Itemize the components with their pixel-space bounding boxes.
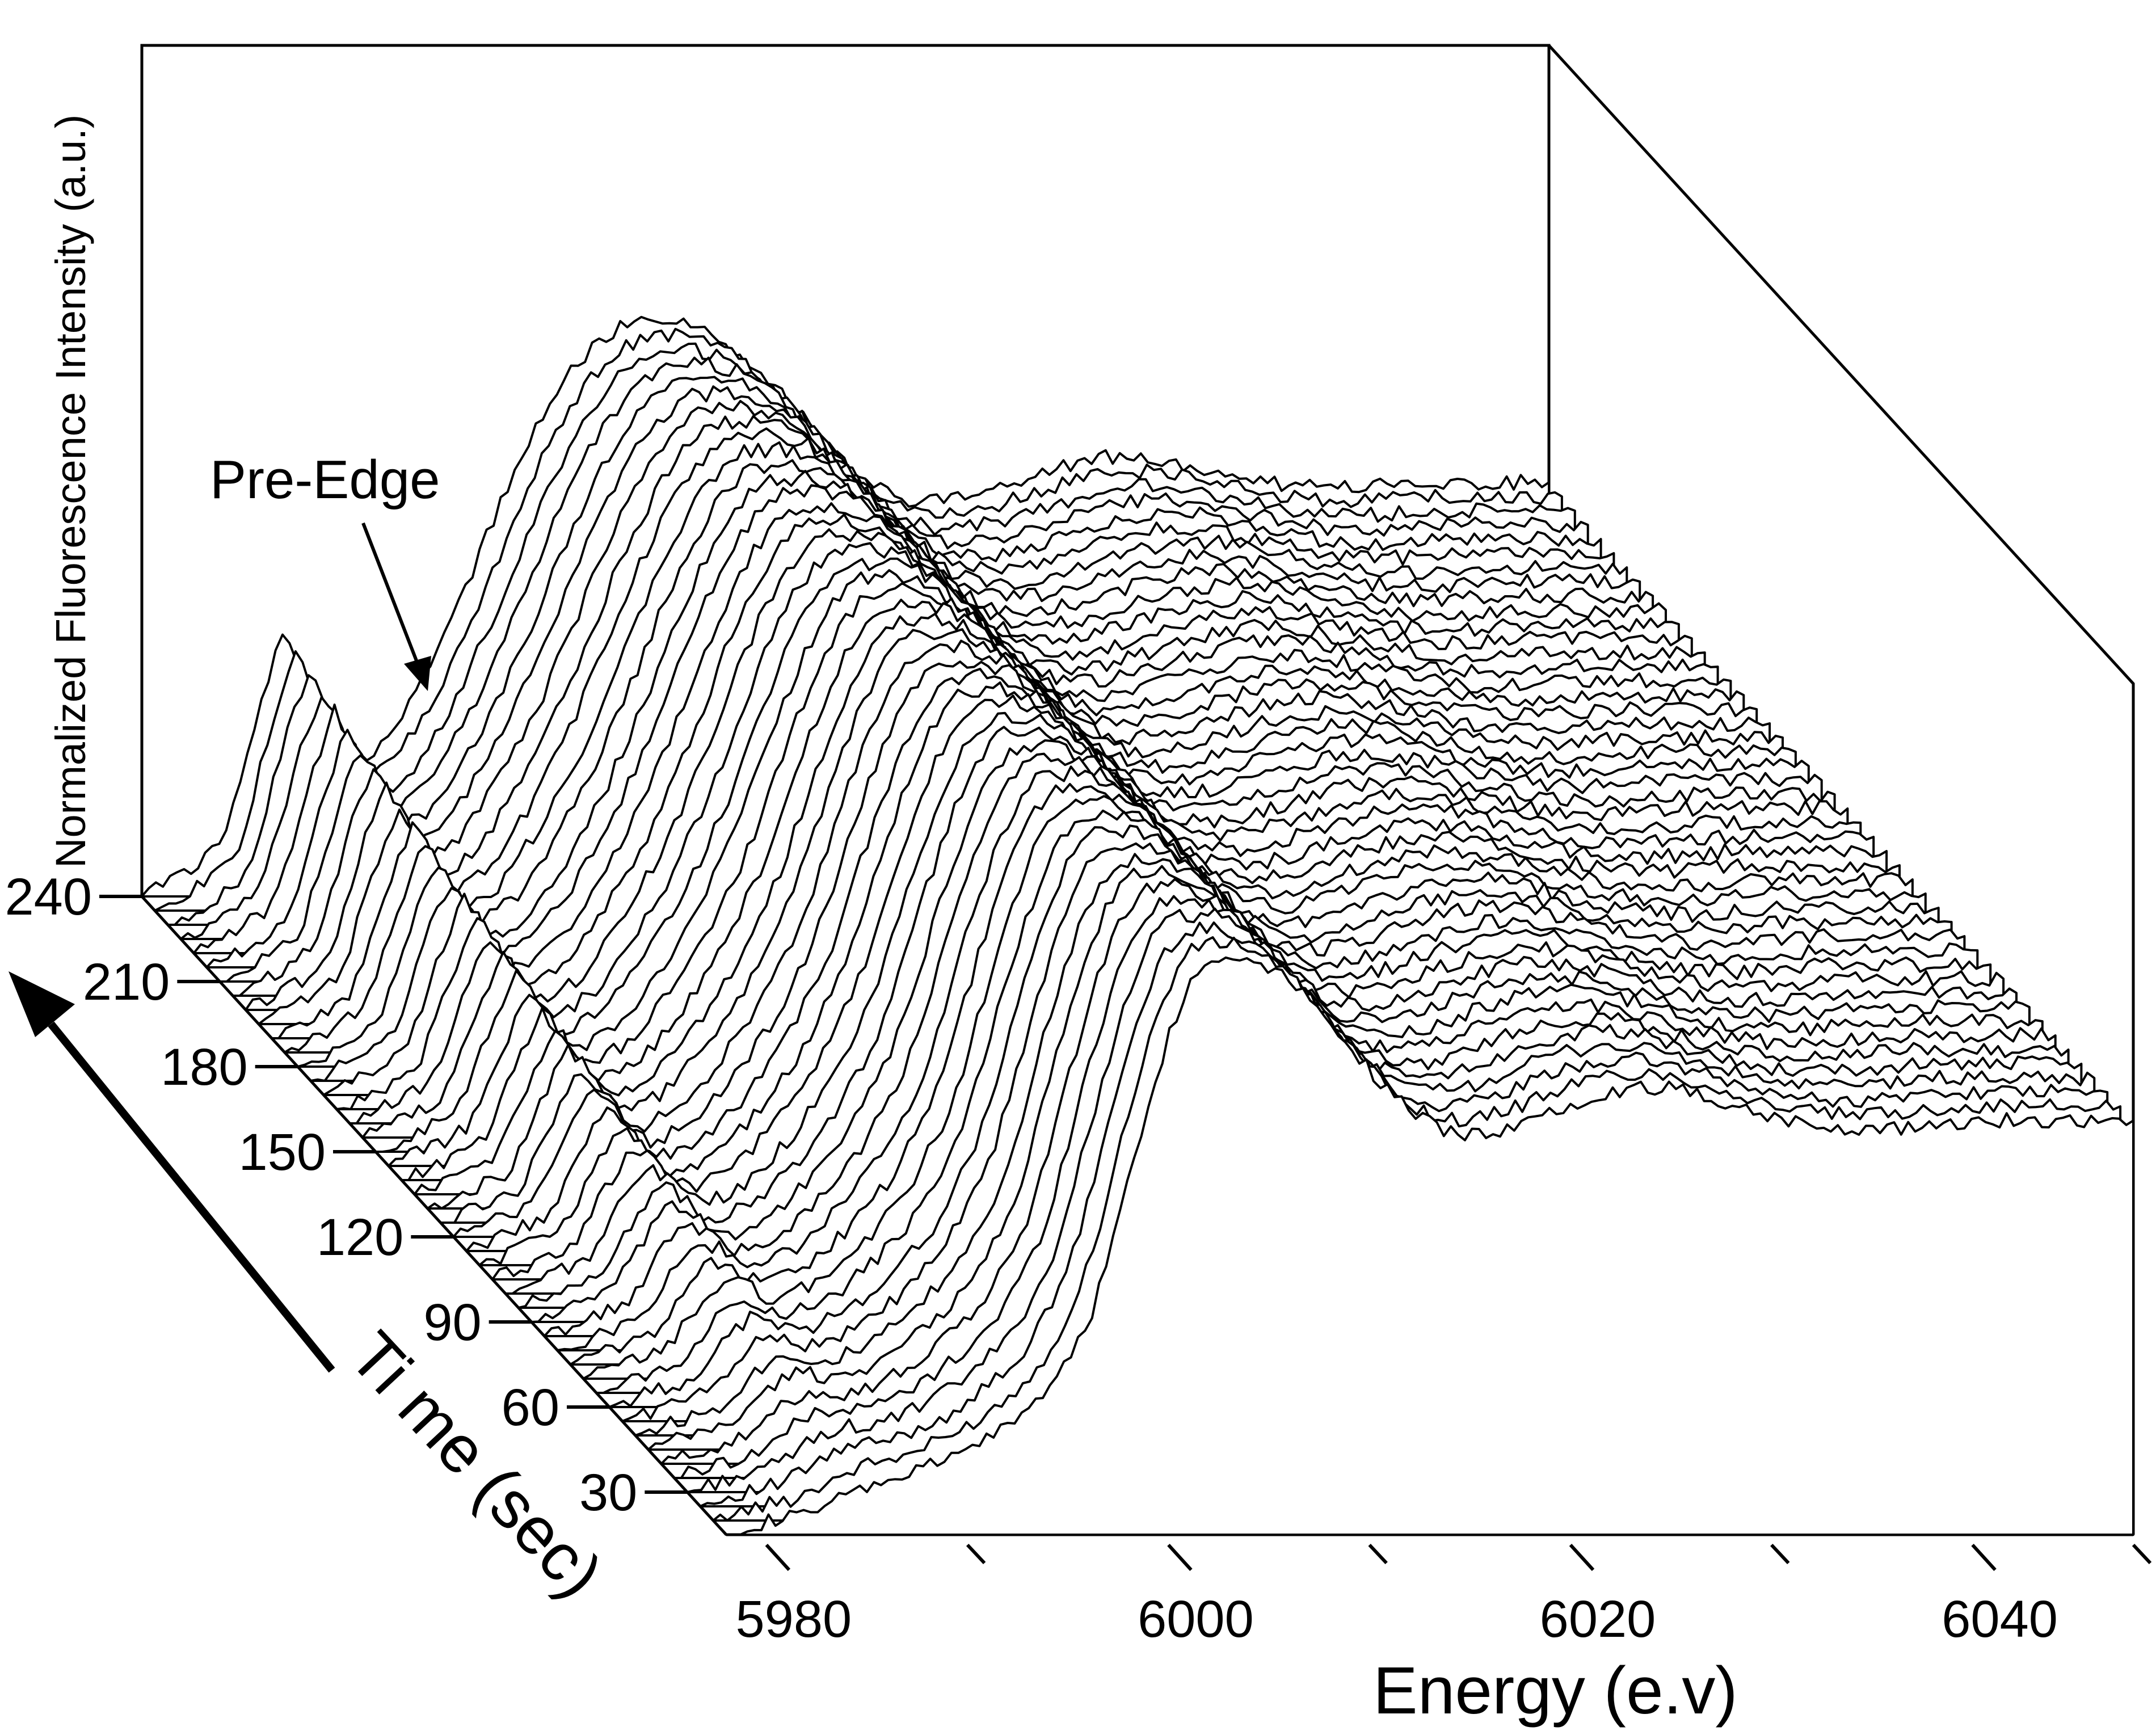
time-tick-label-120: 120: [317, 1208, 404, 1266]
time-tick-label-60: 60: [502, 1379, 559, 1437]
pre-edge-arrow-shaft: [361, 522, 422, 671]
x-axis-title: Energy (e.v): [1373, 1653, 1738, 1728]
time-tick-label-90: 90: [423, 1294, 481, 1351]
x-tick-label-5980: 5980: [736, 1590, 852, 1648]
time-tick-label-210: 210: [83, 953, 170, 1011]
x-tick-label-6040: 6040: [1942, 1590, 2058, 1648]
time-tick-label-240: 240: [5, 868, 92, 926]
x-end-tick: [2132, 1543, 2152, 1565]
x-tick-6000: [1167, 1543, 1193, 1572]
y-axis-title: Normalized Fluorescence Intensity (a.u.): [47, 115, 94, 868]
x-tick-label-6020: 6020: [1540, 1590, 1656, 1648]
time-direction-arrow-shaft: [48, 1021, 335, 1373]
x-tick-label-6000: 6000: [1138, 1590, 1254, 1648]
back-wall-frame: [140, 44, 1551, 896]
axis-layer: 5980 6000 6020 6040 30 60 90 120 150 180 210 240: [5, 868, 2152, 1648]
x-tick-6020: [1569, 1543, 1595, 1572]
x-minor-tick-5980: [966, 1543, 986, 1565]
trace-layer: [141, 315, 2134, 1536]
x-minor-tick-6000: [1368, 1543, 1388, 1565]
time-axis-line: [141, 895, 727, 1536]
time-direction-arrow-head: [9, 971, 75, 1037]
time-tick-label-180: 180: [161, 1038, 248, 1096]
time-tick-label-30: 30: [579, 1464, 637, 1522]
x-tick-5980: [765, 1543, 791, 1572]
x-tick-6040: [1971, 1543, 1997, 1572]
trace-15s: [725, 956, 2134, 1536]
time-tick-label-150: 150: [239, 1123, 326, 1181]
pre-edge-annotation: Pre-Edge: [210, 449, 440, 510]
pre-edge-arrow-head: [404, 656, 431, 691]
x-minor-tick-6020: [1770, 1543, 1790, 1565]
